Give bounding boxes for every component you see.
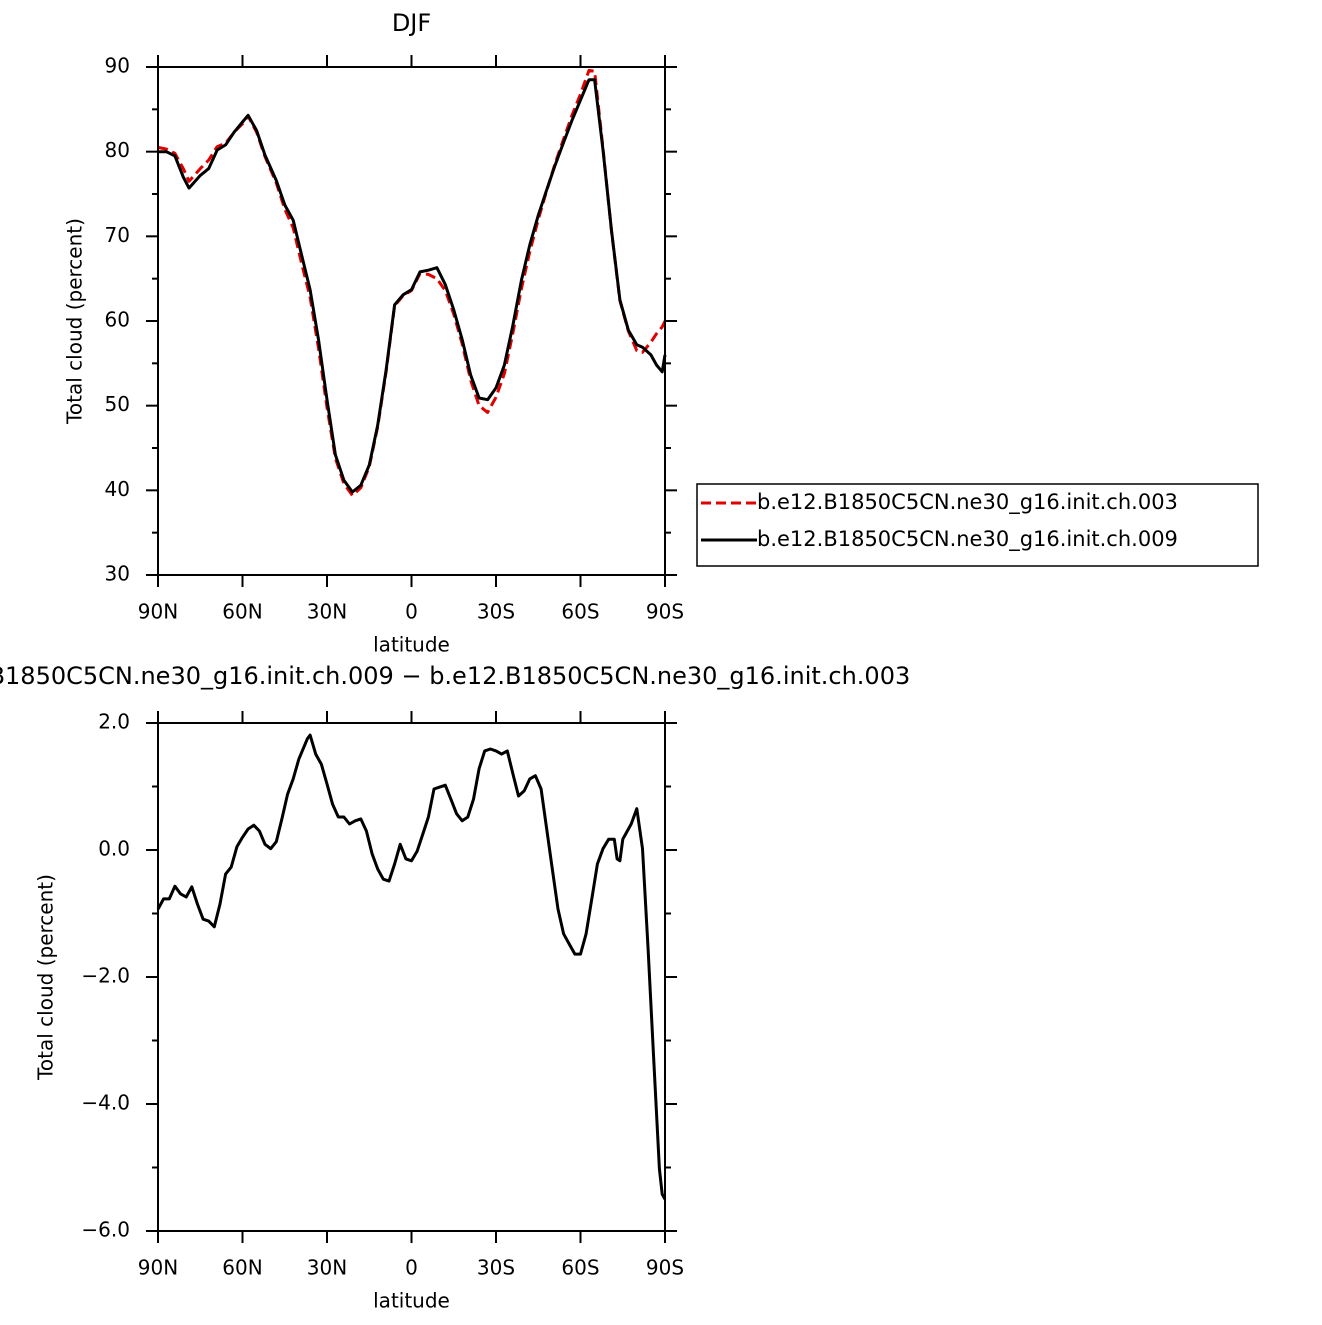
legend-label: b.e12.B1850C5CN.ne30_g16.init.ch.003: [757, 490, 1178, 515]
x-tick-label: 0: [405, 600, 418, 624]
plot-frame: [157, 66, 666, 576]
x-tick-label: 30S: [477, 600, 515, 624]
y-tick-label: −2.0: [81, 964, 130, 988]
x-tick-label: 60N: [222, 1256, 262, 1280]
x-tick-label: 0: [405, 1256, 418, 1280]
x-tick-label: 90S: [646, 1256, 684, 1280]
x-tick-label: 90S: [646, 600, 684, 624]
x-tick-label: 60S: [561, 1256, 599, 1280]
y-tick-label: 80: [105, 138, 130, 162]
data-line: [158, 78, 667, 494]
data-line: [156, 733, 667, 1201]
x-axis-label: latitude: [373, 633, 450, 657]
y-tick-label: 70: [105, 223, 130, 247]
chart-title: b.e12.B1850C5CN.ne30_g16.init.ch.009 − b…: [0, 662, 910, 690]
x-tick-label: 60N: [222, 600, 262, 624]
y-tick-label: −4.0: [81, 1091, 130, 1115]
x-tick-label: 90N: [138, 1256, 178, 1280]
y-tick-label: 90: [105, 54, 130, 78]
y-tick-label: 40: [105, 477, 130, 501]
x-tick-label: 30S: [477, 1256, 515, 1280]
y-tick-label: 60: [105, 308, 130, 332]
y-axis-label: Total cloud (percent): [63, 218, 87, 425]
y-tick-label: 50: [105, 392, 130, 416]
y-tick-label: −6.0: [81, 1218, 130, 1242]
x-tick-label: 30N: [307, 1256, 347, 1280]
chart-title: DJF: [392, 9, 431, 37]
y-tick-label: 0.0: [98, 837, 130, 861]
x-axis-label: latitude: [373, 1289, 450, 1313]
y-tick-label: 2.0: [98, 710, 130, 734]
y-axis-label: Total cloud (percent): [34, 874, 58, 1081]
legend-box: [696, 483, 1259, 567]
x-tick-label: 90N: [138, 600, 178, 624]
x-tick-label: 60S: [561, 600, 599, 624]
legend-label: b.e12.B1850C5CN.ne30_g16.init.ch.009: [757, 527, 1178, 552]
y-tick-label: 30: [105, 562, 130, 586]
x-tick-label: 30N: [307, 600, 347, 624]
plot-frame: [157, 722, 666, 1232]
